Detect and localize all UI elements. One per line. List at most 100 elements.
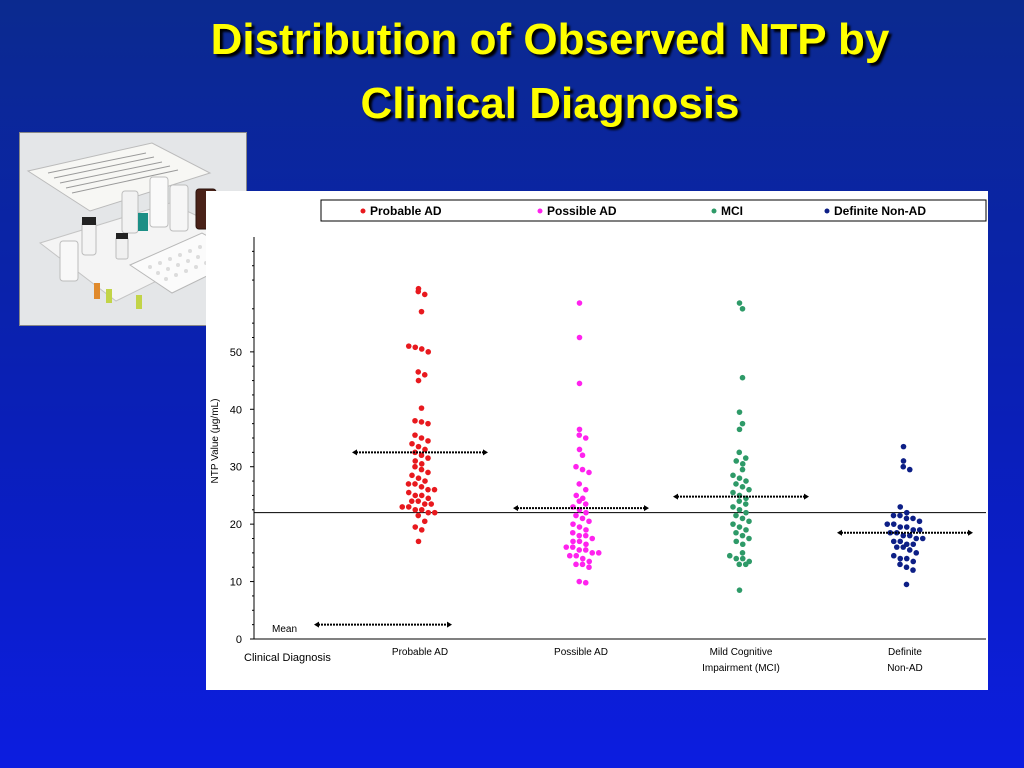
data-point-probable_ad [418,308,425,315]
data-point-mci [742,455,749,461]
mean-line-definite_non_ad-cap-left [837,529,842,536]
chart-panel: Probable AD Possible AD MCI Definite Non… [206,191,988,690]
data-point-probable_ad [415,512,422,519]
data-point-mci [736,498,743,504]
y-axis-title: NTP Value (μg/mL) [210,399,221,484]
data-point-mci [746,518,752,525]
slide-title-line-2: Clinical Diagnosis [360,79,740,128]
data-point-possible_ad [586,518,592,525]
data-point-mci [739,555,746,562]
data-point-mci [736,561,743,568]
data-point-possible_ad [576,578,583,585]
data-point-definite_non_ad [913,535,920,542]
data-point-possible_ad [583,541,589,548]
data-point-mci [739,550,746,556]
data-point-mci [739,541,746,548]
data-point-probable_ad [418,492,425,499]
data-point-possible_ad [573,552,580,559]
data-point-possible_ad [589,535,596,542]
data-point-probable_ad [415,538,422,545]
data-point-mci [730,504,736,510]
data-point-definite_non_ad [900,458,907,464]
data-point-definite_non_ad [890,512,897,519]
data-point-possible_ad [582,501,589,507]
data-point-possible_ad [576,426,583,433]
data-point-definite_non_ad [884,521,891,527]
data-point-possible_ad [576,432,583,438]
data-point-probable_ad [408,498,415,504]
data-point-definite_non_ad [906,532,913,539]
data-point-mci [730,521,736,527]
data-point-possible_ad [576,538,583,545]
data-point-definite_non_ad [910,541,917,548]
data-point-possible_ad [576,446,583,453]
data-point-possible_ad [583,527,589,533]
mean-line-mci-cap-left [673,493,678,500]
data-point-probable_ad [405,343,412,349]
data-point-possible_ad [570,521,576,527]
data-point-mci [736,426,743,433]
data-point-definite_non_ad [903,564,910,571]
data-point-mci [739,515,746,522]
category-label-probable-ad: Probable AD [392,647,448,658]
data-point-mci [743,478,749,484]
legend-label-definite-non-ad: Definite Non-AD [834,204,926,218]
data-point-probable_ad [421,501,428,507]
data-point-mci [736,524,743,530]
data-point-probable_ad [412,417,418,424]
mean-line-mci-cap-right [804,493,809,500]
data-point-definite_non_ad [919,535,926,542]
legend-marker-mci [711,208,717,214]
y-tick-label-20: 20 [230,519,242,531]
data-point-mci [739,532,746,539]
data-point-mci [739,305,746,312]
data-point-definite_non_ad [910,567,916,573]
data-point-probable_ad [418,405,425,411]
y-tick-label-10: 10 [230,577,242,589]
data-point-probable_ad [405,504,412,510]
data-point-probable_ad [425,509,432,516]
data-point-mci [746,535,752,542]
legend-marker-definite-non-ad [824,208,830,214]
data-point-mci [739,466,746,473]
data-point-probable_ad [418,346,425,352]
data-point-definite_non_ad [906,466,913,473]
data-point-possible_ad [566,552,573,559]
data-point-possible_ad [579,555,586,562]
category-label-definite-non-ad-line-2: Non-AD [887,663,923,674]
data-point-possible_ad [573,512,579,519]
data-point-probable_ad [415,443,422,450]
data-point-definite_non_ad [900,463,907,470]
data-point-definite_non_ad [903,555,910,562]
data-points [399,285,926,593]
data-point-probable_ad [405,481,412,487]
data-point-definite_non_ad [897,538,904,545]
data-point-possible_ad [563,544,570,550]
mean-line-definite_non_ad-cap-right [968,529,973,536]
data-point-possible_ad [579,495,586,502]
data-point-probable_ad [412,463,418,470]
data-point-possible_ad [579,466,586,473]
data-point-possible_ad [573,492,580,499]
data-point-possible_ad [582,435,589,441]
data-point-mci [733,555,740,562]
data-point-definite_non_ad [890,552,897,559]
data-point-possible_ad [586,558,593,565]
data-point-probable_ad [415,475,422,482]
category-label-mci-line-2: Impairment (MCI) [702,663,780,674]
data-point-definite_non_ad [913,550,920,556]
data-point-probable_ad [425,495,432,502]
data-point-definite_non_ad [903,524,910,530]
y-tick-label-0: 0 [236,634,242,646]
data-point-possible_ad [569,544,576,550]
data-point-probable_ad [425,469,431,476]
data-point-possible_ad [573,463,579,470]
data-point-probable_ad [422,446,428,453]
data-point-probable_ad [418,419,425,425]
mean-legend-line-cap-right [447,621,452,628]
data-point-probable_ad [431,509,438,516]
data-point-mci [736,506,743,513]
data-point-mci [739,484,746,490]
data-point-probable_ad [431,486,438,493]
data-point-probable_ad [418,435,425,441]
